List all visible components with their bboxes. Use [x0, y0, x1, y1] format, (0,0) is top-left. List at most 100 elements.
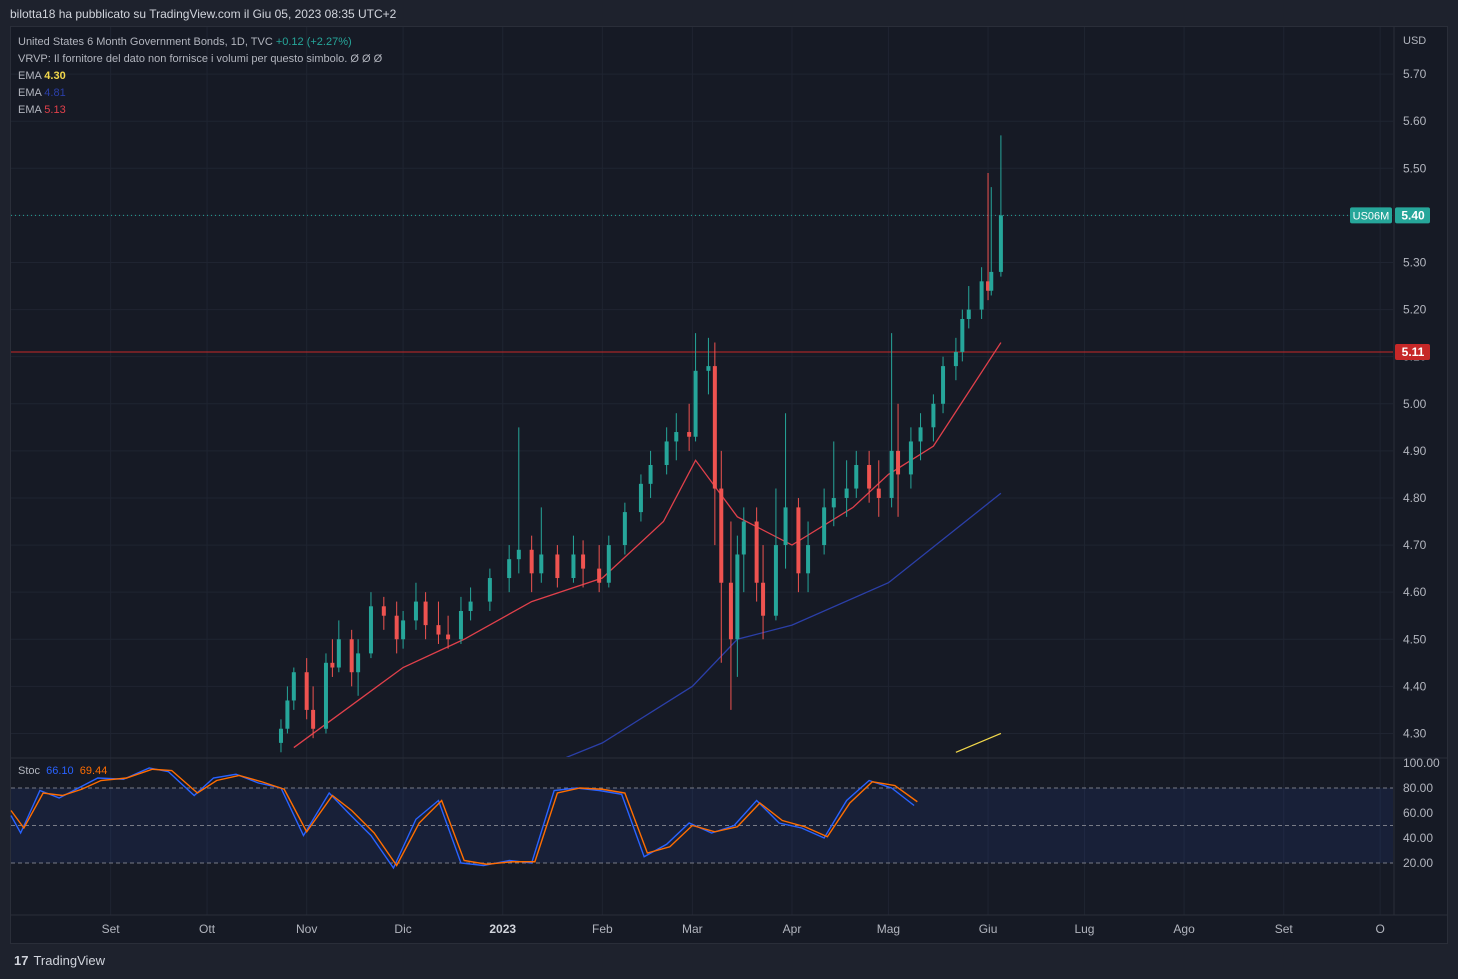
- y-tick-label: 4.70: [1403, 538, 1427, 552]
- candle-body: [323, 662, 328, 729]
- candle-body: [854, 465, 859, 489]
- tradingview-logo-icon: 17: [14, 953, 29, 968]
- candle-body: [413, 601, 418, 621]
- candle-body: [468, 601, 473, 611]
- vrvp-hidden-icons[interactable]: Ø Ø Ø: [350, 53, 383, 65]
- candle-body: [368, 606, 373, 654]
- ema-line-1: [955, 732, 1002, 753]
- candle-body: [867, 465, 872, 489]
- candle-body: [761, 582, 766, 616]
- candle-body: [741, 521, 746, 555]
- y-tick-label: 4.80: [1403, 491, 1427, 505]
- chart-legend: United States 6 Month Government Bonds, …: [18, 34, 382, 119]
- vrvp-text: VRVP: Il fornitore del dato non fornisce…: [18, 53, 348, 65]
- chart-panel[interactable]: [10, 26, 1448, 944]
- stoc-d-value: 69.44: [79, 765, 108, 777]
- x-tick-label: Giu: [979, 922, 998, 936]
- ema-label: EMA: [18, 70, 42, 82]
- y-tick-label: 5.20: [1403, 303, 1427, 317]
- candle-body: [831, 497, 836, 508]
- candle-body: [876, 488, 881, 498]
- stoc-tick-label: 20.00: [1403, 856, 1433, 870]
- candle-body: [401, 620, 406, 640]
- candle-body: [507, 559, 512, 579]
- candle-body: [458, 611, 463, 640]
- candle-body: [330, 662, 335, 668]
- stoc-d-line: [10, 768, 918, 867]
- candle-body: [539, 554, 544, 574]
- candle-body: [291, 672, 296, 701]
- candle-body: [516, 549, 521, 560]
- symbol-tag-label: US06M: [1353, 210, 1390, 222]
- candle-body: [356, 653, 361, 673]
- symbol-title: United States 6 Month Government Bonds, …: [18, 36, 273, 48]
- x-tick-label: Dic: [394, 922, 411, 936]
- candle-body: [998, 215, 1003, 272]
- candle-body: [285, 700, 290, 729]
- ema-value: 4.30: [44, 70, 66, 82]
- x-tick-label: O: [1375, 922, 1384, 936]
- hline-price-label: 5.11: [1402, 345, 1425, 359]
- y-tick-label: 5.00: [1403, 397, 1427, 411]
- candle-body: [394, 615, 399, 640]
- candle-body: [796, 507, 801, 574]
- stoc-tick-label: 60.00: [1403, 806, 1433, 820]
- candle-body: [706, 366, 711, 371]
- candle-body: [381, 606, 386, 616]
- candle-body: [581, 554, 586, 569]
- last-price-label: 5.40: [1401, 208, 1425, 222]
- ema-value: 4.81: [44, 87, 66, 99]
- y-tick-label: 4.90: [1403, 444, 1427, 458]
- x-tick-label: Ago: [1173, 922, 1195, 936]
- candle-body: [896, 450, 901, 475]
- ema-row-3[interactable]: EMA 5.13: [18, 102, 382, 119]
- candle-body: [622, 512, 627, 546]
- x-tick-label: Set: [1275, 922, 1294, 936]
- candle-body: [979, 281, 984, 310]
- x-tick-label: Mag: [877, 922, 900, 936]
- last-price-tag: [1395, 207, 1430, 224]
- stoc-legend[interactable]: Stoc 66.10 69.44: [18, 765, 107, 777]
- tradingview-logo[interactable]: 17 TradingView: [14, 953, 105, 968]
- stoc-band: [11, 788, 1393, 863]
- candle-body: [597, 568, 602, 583]
- brand-name: TradingView: [33, 953, 106, 968]
- y-tick-label: 5.70: [1403, 67, 1427, 81]
- y-tick-label: 4.50: [1403, 632, 1427, 646]
- price-axis-unit: USD: [1403, 35, 1426, 47]
- candle-body: [571, 554, 576, 579]
- candle-body: [719, 488, 724, 583]
- candle-body: [728, 582, 733, 640]
- stoc-tick-label: 80.00: [1403, 781, 1433, 795]
- vrvp-row[interactable]: VRVP: Il fornitore del dato non fornisce…: [18, 51, 382, 68]
- y-tick-label: 5.50: [1403, 161, 1427, 175]
- symbol-row[interactable]: United States 6 Month Government Bonds, …: [18, 34, 382, 51]
- ema-label: EMA: [18, 87, 42, 99]
- candle-body: [960, 319, 965, 352]
- ema-row-1[interactable]: EMA 4.30: [18, 68, 382, 85]
- candle-body: [773, 545, 778, 616]
- price-change: +0.12 (+2.27%): [275, 36, 352, 48]
- candle-body: [918, 427, 923, 442]
- x-tick-label: Feb: [592, 922, 613, 936]
- candle-body: [638, 483, 643, 513]
- candle-body: [606, 545, 611, 583]
- ema-label: EMA: [18, 104, 42, 116]
- footer: [0, 944, 1458, 979]
- candle-body: [687, 432, 692, 437]
- candle-body: [648, 465, 653, 484]
- candle-body: [304, 672, 309, 710]
- candle-body: [674, 432, 679, 442]
- stoc-tick-label: 40.00: [1403, 831, 1433, 845]
- x-tick-label: Lug: [1074, 922, 1094, 936]
- candle-body: [822, 507, 827, 546]
- candle-body: [966, 309, 971, 319]
- ema-value: 5.13: [44, 104, 66, 116]
- y-tick-label: 4.30: [1403, 726, 1427, 740]
- ema-row-2[interactable]: EMA 4.81: [18, 85, 382, 102]
- x-tick-label: Nov: [296, 922, 317, 936]
- ema-line-3: [293, 342, 1002, 749]
- y-tick-label: 4.40: [1403, 679, 1427, 693]
- x-tick-label: Mar: [682, 922, 703, 936]
